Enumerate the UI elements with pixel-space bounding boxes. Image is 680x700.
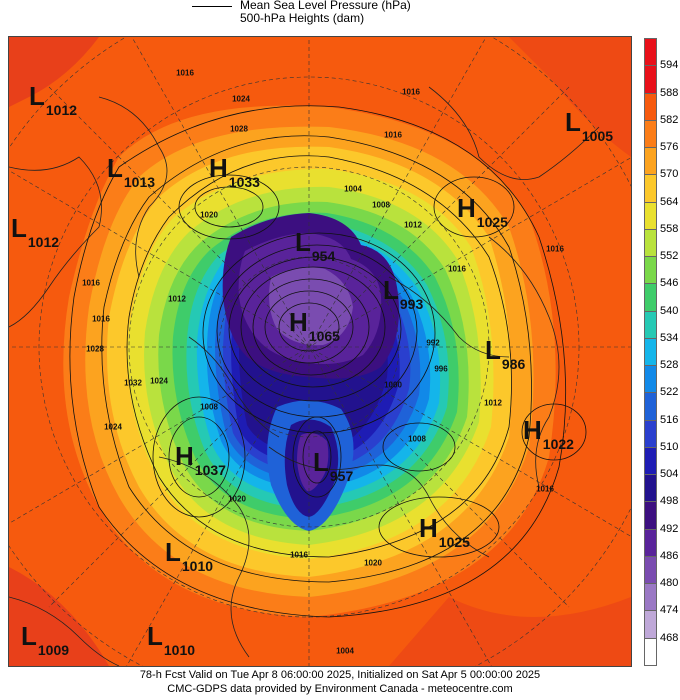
- colorbar-cell: [644, 419, 657, 448]
- colorbar-cell: [644, 228, 657, 258]
- colorbar-label: 540: [660, 304, 679, 317]
- map-canvas: [9, 37, 631, 666]
- height-field-486: [269, 267, 353, 346]
- legend-heights-label: 500-hPa Heights (dam): [240, 11, 365, 25]
- height-field-594-patch: [9, 37, 99, 107]
- colorbar-label: 594: [660, 59, 679, 72]
- colorbar-label: 474: [660, 604, 679, 617]
- colorbar-label: 498: [660, 495, 679, 508]
- colorbar-cell: [644, 310, 657, 339]
- colorbar-label: 528: [660, 359, 679, 372]
- colorbar-label: 576: [660, 141, 679, 154]
- colorbar-cell: [644, 528, 657, 557]
- colorbar-cell: [644, 583, 657, 612]
- colorbar-label: 570: [660, 168, 679, 181]
- colorbar-cell: [644, 92, 657, 121]
- colorbar-label: 564: [660, 195, 679, 208]
- colorbar-cell: [644, 147, 657, 176]
- colorbar-cell: [644, 38, 657, 67]
- colorbar-label: 588: [660, 86, 679, 99]
- colorbar-label: 552: [660, 250, 679, 263]
- colorbar-cell: [644, 283, 657, 312]
- colorbar-label: 516: [660, 413, 679, 426]
- legend-mslp-label: Mean Sea Level Pressure (hPa): [240, 0, 411, 12]
- data-credit: CMC-GDPS data provided by Environment Ca…: [167, 683, 513, 695]
- height-field-594-patch: [509, 37, 631, 157]
- colorbar-label: 510: [660, 440, 679, 453]
- colorbar-label: 558: [660, 222, 679, 235]
- graticule: [9, 37, 631, 666]
- colorbar-cell: [644, 256, 657, 285]
- colorbar-cell: [644, 474, 657, 503]
- weather-map: L1012 L1013 H1033 L1012 L954 L993 H1065 …: [8, 36, 632, 667]
- colorbar-label: 492: [660, 522, 679, 535]
- coastlines: [9, 86, 600, 666]
- footer: 78-h Fcst Valid on Tue Apr 8 06:00:00 20…: [0, 668, 680, 700]
- isobars: [69, 105, 587, 618]
- height-colorbar: 594 588 582 576 570 564 558 552 546 540 534 528 522 5…: [644, 38, 680, 666]
- colorbar-cell: [644, 365, 657, 394]
- colorbar-cell: [644, 65, 657, 94]
- colorbar-cell: [644, 501, 657, 530]
- colorbar-cell: [644, 446, 657, 476]
- colorbar-cell: [644, 610, 657, 639]
- isobar-legend-line: [192, 6, 232, 7]
- colorbar-cell: [644, 392, 657, 421]
- colorbar-label: 534: [660, 331, 679, 344]
- colorbar-cell: [644, 637, 657, 666]
- colorbar-label: 480: [660, 577, 679, 590]
- colorbar-cell: [644, 201, 657, 230]
- forecast-valid-time: 78-h Fcst Valid on Tue Apr 8 06:00:00 20…: [139, 669, 541, 681]
- colorbar-cell: [644, 119, 657, 149]
- height-field-594-patch: [389, 597, 631, 666]
- colorbar-label: 546: [660, 277, 679, 290]
- colorbar-label: 522: [660, 386, 679, 399]
- trough-lobe-inner: [297, 433, 329, 492]
- colorbar-cell: [644, 555, 657, 585]
- colorbar-label: 468: [660, 631, 679, 644]
- colorbar-label: 582: [660, 113, 679, 126]
- colorbar-label: 486: [660, 549, 679, 562]
- colorbar-cell: [644, 174, 657, 203]
- legend-header: Mean Sea Level Pressure (hPa) 500-hPa He…: [0, 0, 680, 36]
- height-field-594-patch: [9, 567, 109, 666]
- colorbar-cell: [644, 337, 657, 367]
- colorbar-label: 504: [660, 468, 679, 481]
